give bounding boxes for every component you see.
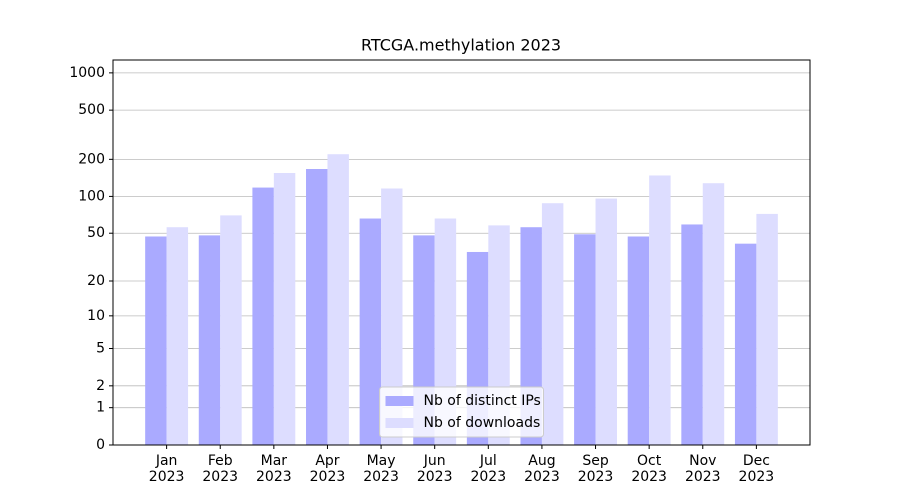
bar [273, 172, 296, 445]
x-tick-label: Aug 2023 [524, 453, 560, 485]
bar [381, 188, 403, 446]
x-tick-label: May 2023 [363, 453, 399, 485]
bar [327, 154, 349, 445]
x-tick-label: Jun 2023 [416, 453, 453, 485]
y-tick-label: 10 [87, 308, 105, 324]
bar [198, 235, 221, 445]
bar [756, 213, 778, 445]
legend-swatch [385, 396, 414, 406]
plot-frame [112, 59, 811, 446]
bar [306, 169, 328, 445]
bar [574, 234, 596, 445]
y-tick-label: 500 [78, 102, 105, 118]
bar [627, 236, 650, 445]
bar [252, 187, 274, 445]
bar [734, 243, 757, 445]
y-tick-label: 100 [78, 188, 105, 204]
x-tick-label: Dec 2023 [738, 453, 775, 485]
legend-swatch [385, 418, 414, 428]
y-tick-label: 0 [96, 437, 105, 453]
x-tick-label: Jan 2023 [148, 453, 185, 485]
x-tick-label: Mar 2023 [256, 453, 292, 485]
x-tick-label: Sep 2023 [577, 453, 614, 485]
bar [681, 224, 703, 445]
bar [649, 175, 671, 445]
bar [359, 218, 382, 445]
x-tick-label: Feb 2023 [202, 453, 239, 485]
y-tick-label: 1 [96, 400, 105, 416]
legend-label: Nb of distinct IPs [424, 393, 541, 409]
y-tick-label: 200 [78, 151, 105, 167]
bar [702, 183, 725, 445]
legend-label: Nb of downloads [424, 415, 541, 431]
bar [541, 203, 564, 445]
x-tick-label: Oct 2023 [631, 453, 667, 485]
y-tick-label: 1000 [69, 65, 105, 81]
chart-title: RTCGA.methylation 2023 [361, 36, 561, 55]
legend: Nb of distinct IPs Nb of downloads [379, 386, 544, 438]
y-tick-label: 20 [87, 273, 105, 289]
y-tick-label: 50 [87, 225, 105, 241]
bar [595, 198, 617, 445]
x-tick-label: Jul 2023 [470, 453, 507, 485]
y-tick-label: 2 [96, 378, 105, 394]
x-tick-label: Nov 2023 [684, 453, 721, 485]
bar [220, 215, 242, 445]
x-tick-label: Apr 2023 [309, 453, 346, 485]
legend-box [379, 386, 544, 438]
bar [145, 236, 167, 445]
y-tick-label: 5 [96, 340, 105, 356]
bar [166, 227, 189, 445]
